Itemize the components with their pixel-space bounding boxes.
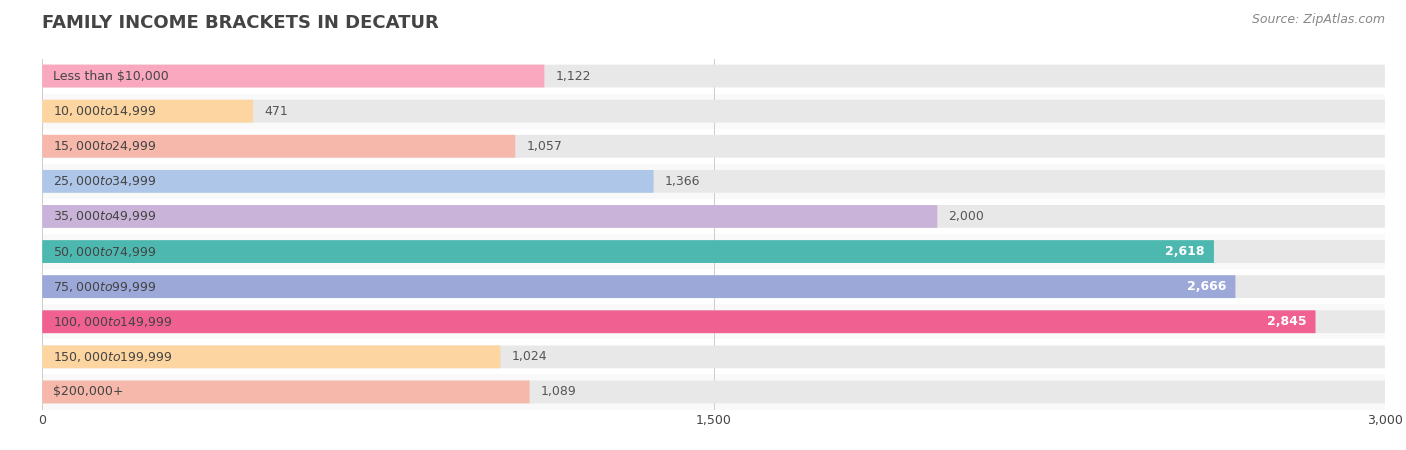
Text: 2,666: 2,666 <box>1187 280 1226 293</box>
Bar <box>42 304 1385 339</box>
Bar <box>42 234 1385 269</box>
Text: Less than $10,000: Less than $10,000 <box>53 70 169 82</box>
Text: $50,000 to $74,999: $50,000 to $74,999 <box>53 244 157 259</box>
FancyBboxPatch shape <box>42 381 1385 403</box>
Text: $200,000+: $200,000+ <box>53 386 124 398</box>
Text: 1,122: 1,122 <box>555 70 591 82</box>
Bar <box>42 58 1385 94</box>
Bar <box>42 374 1385 410</box>
FancyBboxPatch shape <box>42 275 1385 298</box>
Bar <box>42 164 1385 199</box>
Text: $10,000 to $14,999: $10,000 to $14,999 <box>53 104 157 118</box>
Text: 471: 471 <box>264 105 288 117</box>
Bar <box>42 129 1385 164</box>
FancyBboxPatch shape <box>42 170 1385 193</box>
FancyBboxPatch shape <box>42 240 1213 263</box>
Text: 1,024: 1,024 <box>512 351 547 363</box>
Bar <box>42 94 1385 129</box>
FancyBboxPatch shape <box>42 170 654 193</box>
FancyBboxPatch shape <box>42 240 1385 263</box>
Bar <box>42 199 1385 234</box>
FancyBboxPatch shape <box>42 135 515 158</box>
Text: $75,000 to $99,999: $75,000 to $99,999 <box>53 279 157 294</box>
Text: 2,845: 2,845 <box>1267 315 1306 328</box>
Text: $25,000 to $34,999: $25,000 to $34,999 <box>53 174 157 189</box>
Bar <box>42 339 1385 374</box>
FancyBboxPatch shape <box>42 100 253 122</box>
Text: 1,366: 1,366 <box>665 175 700 188</box>
FancyBboxPatch shape <box>42 275 1236 298</box>
Text: $100,000 to $149,999: $100,000 to $149,999 <box>53 315 173 329</box>
FancyBboxPatch shape <box>42 65 544 87</box>
FancyBboxPatch shape <box>42 205 938 228</box>
Text: $35,000 to $49,999: $35,000 to $49,999 <box>53 209 157 224</box>
Text: 2,000: 2,000 <box>949 210 984 223</box>
FancyBboxPatch shape <box>42 346 501 368</box>
FancyBboxPatch shape <box>42 310 1385 333</box>
Text: 2,618: 2,618 <box>1166 245 1205 258</box>
FancyBboxPatch shape <box>42 205 1385 228</box>
Text: 1,089: 1,089 <box>541 386 576 398</box>
FancyBboxPatch shape <box>42 135 1385 158</box>
FancyBboxPatch shape <box>42 346 1385 368</box>
FancyBboxPatch shape <box>42 381 530 403</box>
Text: FAMILY INCOME BRACKETS IN DECATUR: FAMILY INCOME BRACKETS IN DECATUR <box>42 14 439 32</box>
Bar <box>42 269 1385 304</box>
FancyBboxPatch shape <box>42 100 1385 122</box>
FancyBboxPatch shape <box>42 310 1316 333</box>
Text: 1,057: 1,057 <box>526 140 562 153</box>
Text: Source: ZipAtlas.com: Source: ZipAtlas.com <box>1251 14 1385 27</box>
Text: $15,000 to $24,999: $15,000 to $24,999 <box>53 139 157 153</box>
Text: $150,000 to $199,999: $150,000 to $199,999 <box>53 350 173 364</box>
FancyBboxPatch shape <box>42 65 1385 87</box>
